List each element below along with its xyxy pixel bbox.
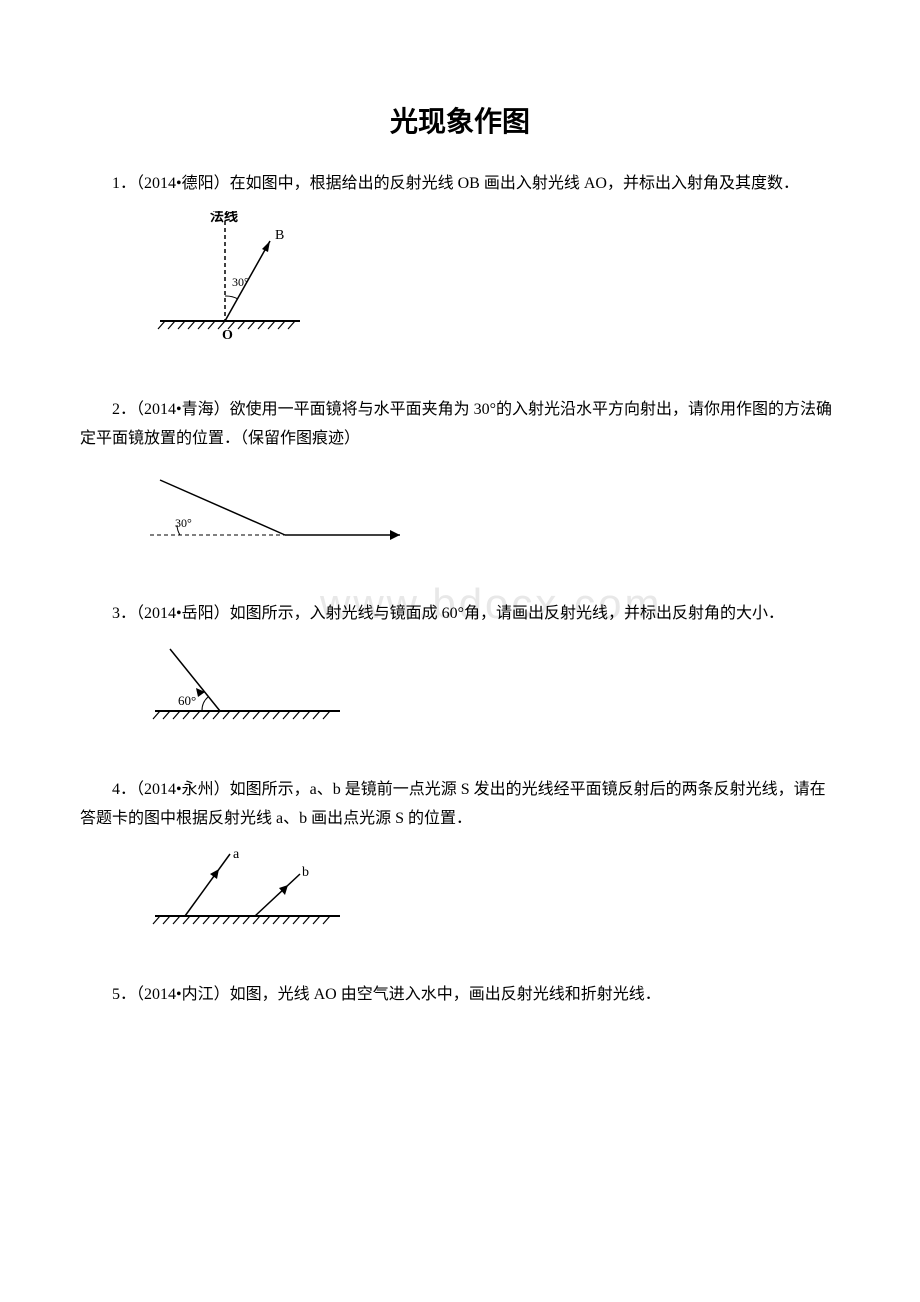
angle-30-label: 30°: [232, 275, 249, 289]
problem-body: 在如图中，根据给出的反射光线 OB 画出入射光线 AO，并标出入射角及其度数．: [230, 175, 799, 192]
problem-source: （2014•岳阳）: [136, 605, 230, 622]
problem-2-text: 2．（2014•青海）欲使用一平面镜将与水平面夹角为 30°的入射光沿水平方向射…: [80, 396, 840, 454]
problem-5: 5．（2014•内江）如图，光线 AO 由空气进入水中，画出反射光线和折射光线．: [80, 981, 840, 1010]
diagram-3: 60°: [140, 641, 840, 736]
problem-4-text: 4．（2014•永州）如图所示，a、b 是镜前一点光源 S 发出的光线经平面镜反…: [80, 776, 840, 834]
diagram-4: a b: [140, 846, 840, 941]
ray-a-label: a: [233, 847, 240, 862]
problem-number: 4: [112, 781, 120, 798]
problem-source: （2014•内江）: [136, 986, 230, 1003]
angle-60-label: 60°: [178, 693, 196, 708]
two-rays-svg: a b: [140, 846, 360, 936]
problem-body: 如图，光线 AO 由空气进入水中，画出反射光线和折射光线．: [230, 986, 661, 1003]
problem-number: 2: [112, 401, 120, 418]
incident-60-svg: 60°: [140, 641, 360, 731]
problem-body: 如图所示，入射光线与镜面成 60°角，请画出反射光线，并标出反射角的大小．: [230, 605, 784, 622]
reflection-diagram-svg: 法线 B 30° O: [140, 211, 340, 351]
problem-number: 3: [112, 605, 120, 622]
problem-source: （2014•永州）: [136, 781, 230, 798]
mirror-position-svg: 30°: [140, 465, 420, 555]
diagram-2: 30°: [140, 465, 840, 560]
problem-5-text: 5．（2014•内江）如图，光线 AO 由空气进入水中，画出反射光线和折射光线．: [80, 981, 840, 1010]
problem-2: 2．（2014•青海）欲使用一平面镜将与水平面夹角为 30°的入射光沿水平方向射…: [80, 396, 840, 561]
page-title: 光现象作图: [80, 100, 840, 140]
problem-source: （2014•德阳）: [136, 175, 230, 192]
origin-o-label: O: [222, 328, 233, 343]
problem-3: 3．（2014•岳阳）如图所示，入射光线与镜面成 60°角，请画出反射光线，并标…: [80, 600, 840, 736]
problem-number: 1: [112, 175, 120, 192]
problem-number: 5: [112, 986, 120, 1003]
problem-3-text: 3．（2014•岳阳）如图所示，入射光线与镜面成 60°角，请画出反射光线，并标…: [80, 600, 840, 629]
angle-30-label-2: 30°: [175, 516, 192, 530]
problem-1: 1．（2014•德阳）在如图中，根据给出的反射光线 OB 画出入射光线 AO，并…: [80, 170, 840, 356]
page-wrapper: www.bdocx.com 光现象作图 1．（2014•德阳）在如图中，根据给出…: [80, 100, 840, 1010]
problem-source: （2014•青海）: [136, 401, 230, 418]
ray-b-label: B: [275, 228, 284, 243]
ray-b-label: b: [302, 865, 309, 880]
diagram-1: 法线 B 30° O: [140, 211, 840, 356]
problem-1-text: 1．（2014•德阳）在如图中，根据给出的反射光线 OB 画出入射光线 AO，并…: [80, 170, 840, 199]
normal-label: 法线: [210, 211, 238, 225]
problem-4: 4．（2014•永州）如图所示，a、b 是镜前一点光源 S 发出的光线经平面镜反…: [80, 776, 840, 941]
